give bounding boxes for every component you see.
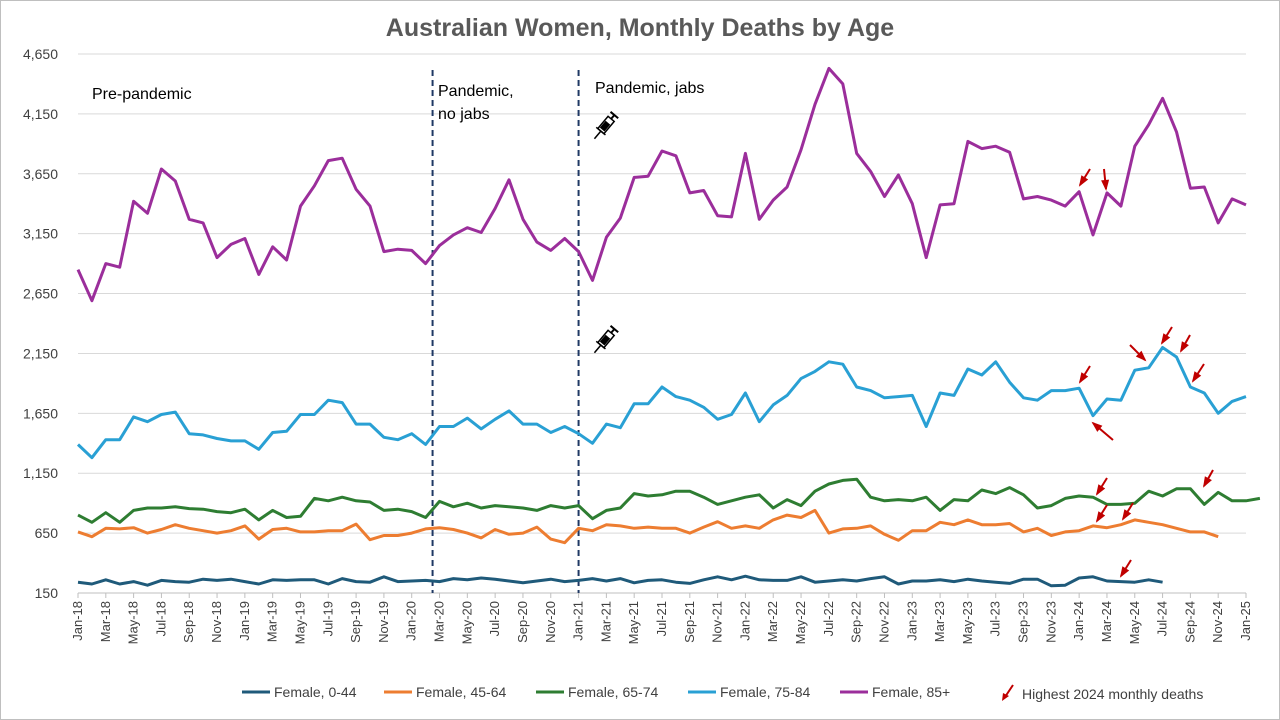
x-tick-label: Sep-24: [1182, 601, 1197, 643]
legend-label-85-plus: Female, 85+: [872, 684, 950, 700]
y-tick-label: 1,650: [23, 405, 58, 421]
x-tick-label: Jul-22: [821, 601, 836, 636]
y-tick-label: 1,150: [23, 465, 58, 481]
arrow-icon: [1121, 502, 1134, 521]
series-line-female-45-64: [77, 508, 1219, 545]
legend: Female, 0-44 Female, 45-64 Female, 65-74…: [242, 684, 1203, 702]
legend-label-0-44: Female, 0-44: [274, 684, 357, 700]
y-tick-label: 4,150: [23, 106, 58, 122]
x-tick-label: Sep-18: [181, 601, 196, 643]
annotation-pandemic-no-jabs-line2: no jabs: [438, 106, 490, 123]
x-tick-label: Jul-20: [487, 601, 502, 636]
arrow-icon: [1129, 344, 1147, 362]
annotation-pandemic-no-jabs-line1: Pandemic,: [438, 83, 514, 100]
x-tick-label: Mar-21: [598, 601, 613, 642]
x-tick-label: Jan-23: [904, 601, 919, 641]
x-tick-label: Sep-22: [849, 601, 864, 643]
y-tick-label: 3,150: [23, 226, 58, 242]
x-tick-label: Mar-24: [1099, 601, 1114, 642]
x-tick-label: May-19: [292, 601, 307, 644]
x-tick-label: Jan-19: [237, 601, 252, 641]
arrow-icon: [1095, 504, 1108, 523]
arrow-icon: [1078, 168, 1091, 187]
x-tick-label: Nov-18: [209, 601, 224, 643]
x-tick-label: Nov-23: [1043, 601, 1058, 643]
syringe-icon: [593, 325, 619, 354]
x-tick-label: Jan-25: [1238, 601, 1253, 641]
x-tick-label: Jan-22: [737, 601, 752, 641]
legend-label-75-84: Female, 75-84: [720, 684, 810, 700]
arrow-icon: [1101, 168, 1110, 191]
x-tick-label: May-24: [1127, 601, 1142, 644]
series-line-female-0-44: [77, 574, 1163, 588]
x-tick-label: Jan-18: [70, 601, 85, 641]
syringe-icon: [593, 111, 619, 140]
x-tick-label: Sep-19: [348, 601, 363, 643]
legend-arrow-icon: [1002, 684, 1014, 701]
legend-label-65-74: Female, 65-74: [568, 684, 658, 700]
arrow-icon: [1119, 559, 1132, 578]
x-tick-label: Sep-21: [682, 601, 697, 643]
x-tick-label: Jan-20: [404, 601, 419, 641]
y-tick-label: 3,650: [23, 166, 58, 182]
y-tick-label: 650: [35, 525, 59, 541]
x-tick-label: Mar-22: [765, 601, 780, 642]
x-tick-label: Nov-22: [876, 601, 891, 643]
x-tick-label: Mar-18: [98, 601, 113, 642]
x-tick-label: Mar-23: [932, 601, 947, 642]
x-tick-label: Mar-20: [432, 601, 447, 642]
annotation-pandemic-jabs: Pandemic, jabs: [595, 80, 704, 97]
y-tick-label: 150: [35, 585, 59, 601]
series-line-female-85-: [76, 66, 1247, 303]
x-tick-label: May-23: [960, 601, 975, 644]
x-tick-label: Jul-18: [153, 601, 168, 636]
y-tick-label: 4,650: [23, 46, 58, 62]
x-tick-label: Nov-20: [543, 601, 558, 643]
arrow-icon: [1160, 326, 1173, 345]
x-tick-label: Jul-21: [654, 601, 669, 636]
arrow-icon: [1091, 421, 1114, 441]
x-tick-label: Nov-24: [1210, 601, 1225, 643]
x-tick-label: May-21: [626, 601, 641, 644]
x-tick-label: Jan-24: [1071, 601, 1086, 641]
x-tick-label: Nov-21: [710, 601, 725, 643]
arrow-icon: [1095, 477, 1108, 496]
x-tick-label: Sep-23: [1016, 601, 1031, 643]
x-tick-label: Mar-19: [265, 601, 280, 642]
x-tick-label: Jul-24: [1155, 601, 1170, 636]
x-tick-label: Jan-21: [571, 601, 586, 641]
series-line-female-65-74: [77, 477, 1261, 524]
x-tick-label: May-20: [459, 601, 474, 644]
y-tick-label: 2,150: [23, 345, 58, 361]
x-tick-label: Jul-23: [988, 601, 1003, 636]
chart-title: Australian Women, Monthly Deaths by Age: [385, 14, 895, 42]
arrow-icon: [1078, 365, 1091, 384]
arrow-icon: [1191, 363, 1205, 383]
annotation-pre-pandemic: Pre-pandemic: [92, 86, 192, 103]
legend-label-highest-2024: Highest 2024 monthly deaths: [1022, 686, 1203, 702]
y-tick-label: 2,650: [23, 286, 58, 302]
x-tick-label: May-22: [793, 601, 808, 644]
x-tick-label: Nov-19: [376, 601, 391, 643]
arrow-icon: [1180, 334, 1191, 353]
legend-label-45-64: Female, 45-64: [416, 684, 506, 700]
series-line-female-75-84: [76, 346, 1247, 460]
x-tick-label: May-18: [126, 601, 141, 644]
x-tick-label: Jul-19: [320, 601, 335, 636]
arrow-icon: [1203, 469, 1214, 488]
x-tick-label: Sep-20: [515, 601, 530, 643]
